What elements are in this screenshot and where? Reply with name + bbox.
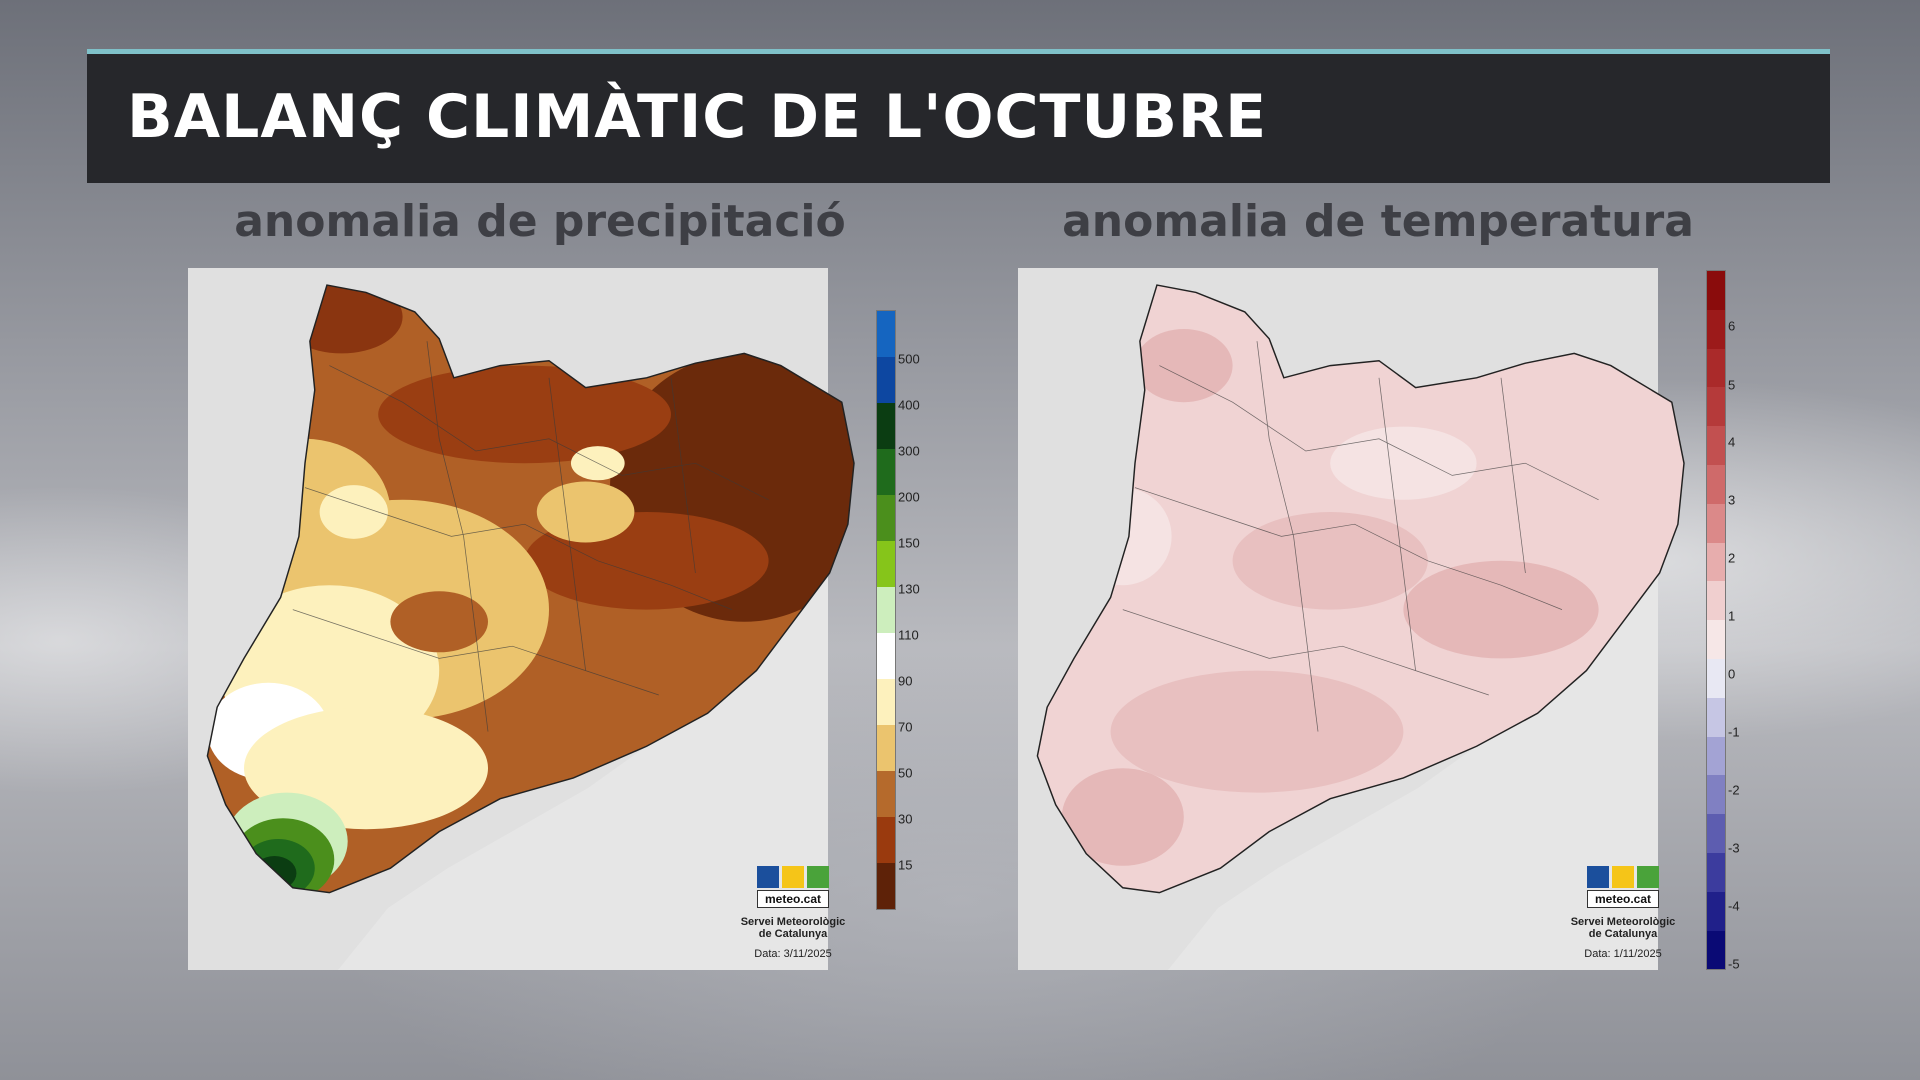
legend-label: 0 [1728, 666, 1736, 682]
legend-label: -1 [1728, 724, 1740, 740]
legend-label: -5 [1728, 956, 1740, 972]
precipitation-map [188, 268, 855, 970]
legend-swatch [877, 817, 895, 863]
legend-swatch [1707, 581, 1725, 621]
map-date: Data: 1/11/2025 [1584, 948, 1662, 960]
legend-swatch [1707, 658, 1725, 698]
legend-label: 150 [898, 535, 920, 551]
logo-name: meteo.cat [1587, 890, 1659, 908]
legend-swatch [877, 725, 895, 771]
legend-swatch [1707, 775, 1725, 815]
legend-swatch [1707, 814, 1725, 853]
legend-label: 30 [898, 811, 913, 827]
legend-label: 50 [898, 765, 913, 781]
meteocat-emblem: meteo.cat [757, 866, 829, 910]
legend-label: 1 [1728, 608, 1736, 624]
legend-swatch [877, 449, 895, 495]
legend-swatch [1707, 542, 1725, 582]
logo-organization: Servei Meteorològic de Catalunya [1570, 916, 1676, 940]
legend-swatch [877, 311, 895, 357]
legend-label: -4 [1728, 898, 1740, 914]
legend-swatch [1707, 620, 1725, 659]
legend-swatch [1707, 503, 1725, 543]
legend-label: -2 [1728, 782, 1740, 798]
precipitation-color-scale [876, 310, 896, 910]
legend-swatch [877, 403, 895, 449]
legend-swatch [877, 771, 895, 817]
legend-swatch [877, 679, 895, 725]
legend-swatch [877, 495, 895, 541]
precipitation-map-panel: 500 400 300 200 150 130 110 90 70 50 30 … [188, 268, 978, 970]
legend-label: 15 [898, 857, 913, 873]
meteocat-emblem: meteo.cat [1587, 866, 1659, 910]
legend-swatch [1707, 271, 1725, 310]
temperature-color-scale [1706, 270, 1726, 971]
legend-swatch [877, 357, 895, 403]
legend-swatch [1707, 697, 1725, 737]
temperature-map-title: anomalia de temperatura [1062, 196, 1694, 247]
legend-label: 500 [898, 351, 920, 367]
legend-label: 130 [898, 581, 920, 597]
legend-swatch [1707, 426, 1725, 465]
legend-label: 2 [1728, 550, 1736, 566]
legend-swatch [877, 633, 895, 679]
meteocat-logo: meteo.cat Servei Meteorològic de Catalun… [733, 866, 853, 960]
legend-label: 300 [898, 443, 920, 459]
legend-label: 5 [1728, 377, 1736, 393]
legend-swatch [1707, 387, 1725, 427]
legend-swatch [1707, 736, 1725, 776]
logo-name: meteo.cat [757, 890, 829, 908]
legend-label: 70 [898, 719, 913, 735]
legend-swatch [877, 863, 895, 909]
page-title: BALANÇ CLIMÀTIC DE L'OCTUBRE [127, 82, 1268, 152]
legend-label: 6 [1728, 318, 1736, 334]
temperature-map [1018, 268, 1685, 970]
legend-label: 200 [898, 489, 920, 505]
legend-swatch [1707, 309, 1725, 349]
legend-swatch [1707, 348, 1725, 388]
legend-label: 400 [898, 397, 920, 413]
meteocat-logo: meteo.cat Servei Meteorològic de Catalun… [1563, 866, 1683, 960]
legend-label: 90 [898, 673, 913, 689]
precipitation-map-title: anomalia de precipitació [234, 196, 846, 247]
legend-swatch [1707, 891, 1725, 931]
legend-swatch [877, 541, 895, 587]
legend-swatch [877, 587, 895, 633]
logo-organization: Servei Meteorològic de Catalunya [740, 916, 846, 940]
legend-swatch [1707, 852, 1725, 892]
legend-swatch [1707, 464, 1725, 504]
title-bar: BALANÇ CLIMÀTIC DE L'OCTUBRE [87, 49, 1830, 183]
map-date: Data: 3/11/2025 [754, 948, 832, 960]
legend-label: -3 [1728, 840, 1740, 856]
temperature-map-panel: 6 5 4 3 2 1 0 -1 -2 -3 -4 -5 meteo.cat S… [1018, 268, 1808, 972]
legend-label: 3 [1728, 492, 1736, 508]
legend-swatch [1707, 930, 1725, 970]
legend-label: 110 [898, 627, 919, 643]
legend-label: 4 [1728, 434, 1736, 450]
